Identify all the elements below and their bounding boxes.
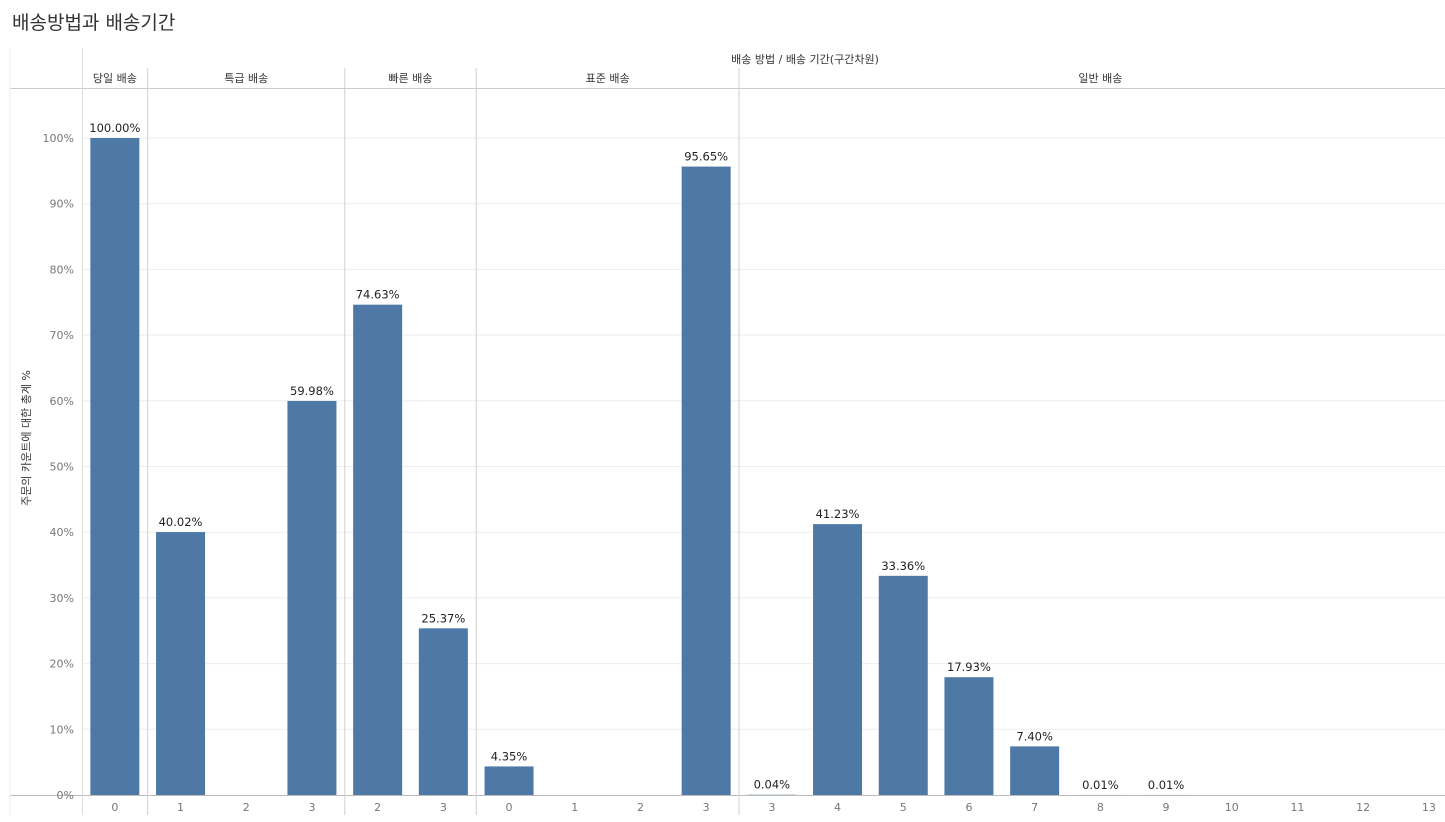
data-label: 0.01%: [1148, 778, 1185, 792]
y-tick-label: 60%: [50, 395, 74, 408]
x-tick-label: 0: [506, 801, 513, 814]
bar: [878, 575, 928, 795]
data-label: 74.63%: [356, 288, 400, 302]
x-tick-labels: 0 1 2 3 2 3 0 1 2 3 3 4 5 6 7 8 9 10 11 12 13: [111, 801, 1436, 814]
y-tick-label: 10%: [50, 723, 74, 736]
y-tick-labels: 0% 10% 20% 30% 40% 50% 60% 70% 80% 90% 100%: [43, 132, 74, 802]
x-tick-label: 5: [900, 801, 907, 814]
bar: [90, 138, 140, 795]
x-tick-label: 9: [1163, 801, 1170, 814]
x-tick-label: 2: [637, 801, 644, 814]
x-tick-label: 12: [1356, 801, 1370, 814]
group-header: 표준 배송: [586, 72, 630, 85]
data-label: 41.23%: [816, 507, 860, 521]
data-label: 0.01%: [1082, 778, 1119, 792]
data-label: 25.37%: [421, 611, 465, 625]
x-tick-label: 1: [571, 801, 578, 814]
bar: [287, 400, 337, 795]
x-tick-label: 11: [1290, 801, 1304, 814]
x-tick-label: 3: [308, 801, 315, 814]
group-headers: 당일 배송 특급 배송 빠른 배송 표준 배송 일반 배송: [93, 71, 1122, 85]
y-tick-label: 40%: [50, 526, 74, 539]
x-tick-label: 7: [1031, 801, 1038, 814]
chart-title: 배송방법과 배송기간: [12, 12, 176, 34]
y-tick-label: 50%: [50, 461, 74, 474]
group-header: 빠른 배송: [389, 72, 433, 85]
group-header: 특급 배송: [224, 72, 268, 85]
data-label: 95.65%: [684, 150, 728, 164]
bar: [156, 532, 206, 795]
bar: [944, 677, 994, 795]
chart-frame: [9, 48, 1445, 815]
data-label: 17.93%: [947, 660, 991, 674]
y-tick-label: 0%: [57, 789, 74, 802]
x-tick-label: 3: [768, 801, 775, 814]
x-tick-label: 6: [965, 801, 972, 814]
bar: [418, 628, 468, 795]
data-label: 100.00%: [89, 121, 140, 135]
data-label: 0.04%: [754, 778, 791, 792]
bar: [813, 524, 863, 795]
x-tick-label: 13: [1422, 801, 1436, 814]
y-tick-label: 30%: [50, 592, 74, 605]
x-tick-label: 10: [1225, 801, 1239, 814]
data-labels: 100.00% 40.02% 59.98% 74.63% 25.37% 4.35% 95.6…: [89, 121, 1184, 792]
bar: [353, 304, 403, 795]
column-header: 배송 방법 / 배송 기간(구간차원): [731, 53, 879, 66]
y-tick-label: 80%: [50, 263, 74, 276]
y-tick-label: 90%: [50, 198, 74, 211]
y-tick-label: 100%: [43, 132, 74, 145]
group-header: 당일 배송: [93, 71, 137, 85]
bar: [681, 166, 731, 796]
data-label: 4.35%: [491, 749, 528, 763]
x-tick-label: 2: [243, 801, 250, 814]
data-label: 40.02%: [159, 515, 203, 529]
x-tick-label: 3: [440, 801, 447, 814]
x-tick-label: 3: [703, 801, 710, 814]
x-tick-label: 1: [177, 801, 184, 814]
x-tick-label: 4: [834, 801, 841, 814]
bar: [484, 766, 534, 795]
group-header: 일반 배송: [1078, 71, 1122, 85]
grid-lines: [82, 137, 1445, 730]
y-axis-label: 주문의 카운트에 대한 총계 %: [20, 370, 33, 506]
data-label: 59.98%: [290, 384, 334, 398]
y-tick-label: 20%: [50, 658, 74, 671]
y-tick-label: 70%: [50, 329, 74, 342]
data-label: 33.36%: [881, 559, 925, 573]
bar: [1010, 746, 1060, 795]
bars: [90, 138, 1191, 796]
x-tick-label: 0: [111, 801, 118, 814]
data-label: 7.40%: [1016, 729, 1053, 743]
x-tick-label: 2: [374, 801, 381, 814]
x-tick-label: 8: [1097, 801, 1104, 814]
